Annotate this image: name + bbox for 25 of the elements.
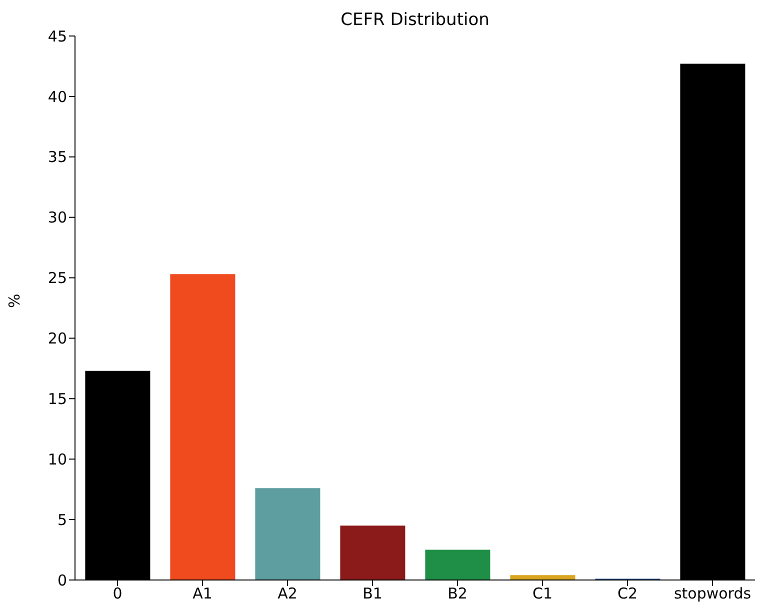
y-axis-title: % — [5, 294, 24, 308]
x-tick-label: A2 — [278, 584, 298, 603]
y-tick-label: 25 — [48, 269, 67, 288]
x-tick-label: stopwords — [674, 584, 752, 603]
y-tick-label: 40 — [48, 88, 67, 106]
y-tick-label: 10 — [48, 450, 67, 468]
bar — [255, 488, 320, 580]
y-tick-label: 0 — [57, 571, 67, 590]
x-tick-label: B1 — [362, 584, 382, 603]
chart-title: CEFR Distribution — [340, 10, 490, 30]
y-tick-label: 30 — [48, 208, 67, 227]
x-tick-label: A1 — [192, 584, 212, 603]
bar — [170, 274, 236, 580]
y-tick-label: 5 — [57, 510, 67, 529]
y-tick-label: 15 — [48, 390, 67, 408]
bar — [510, 575, 576, 580]
x-tick-label: 0 — [112, 584, 122, 603]
bar — [340, 526, 406, 580]
y-tick-label: 20 — [48, 330, 67, 348]
x-tick-label: C2 — [617, 584, 638, 603]
x-tick-label: B2 — [448, 584, 468, 603]
bar — [425, 550, 490, 580]
y-tick-label: 45 — [48, 27, 67, 46]
x-tick-label: C1 — [532, 584, 553, 603]
y-tick-label: 35 — [48, 148, 67, 166]
